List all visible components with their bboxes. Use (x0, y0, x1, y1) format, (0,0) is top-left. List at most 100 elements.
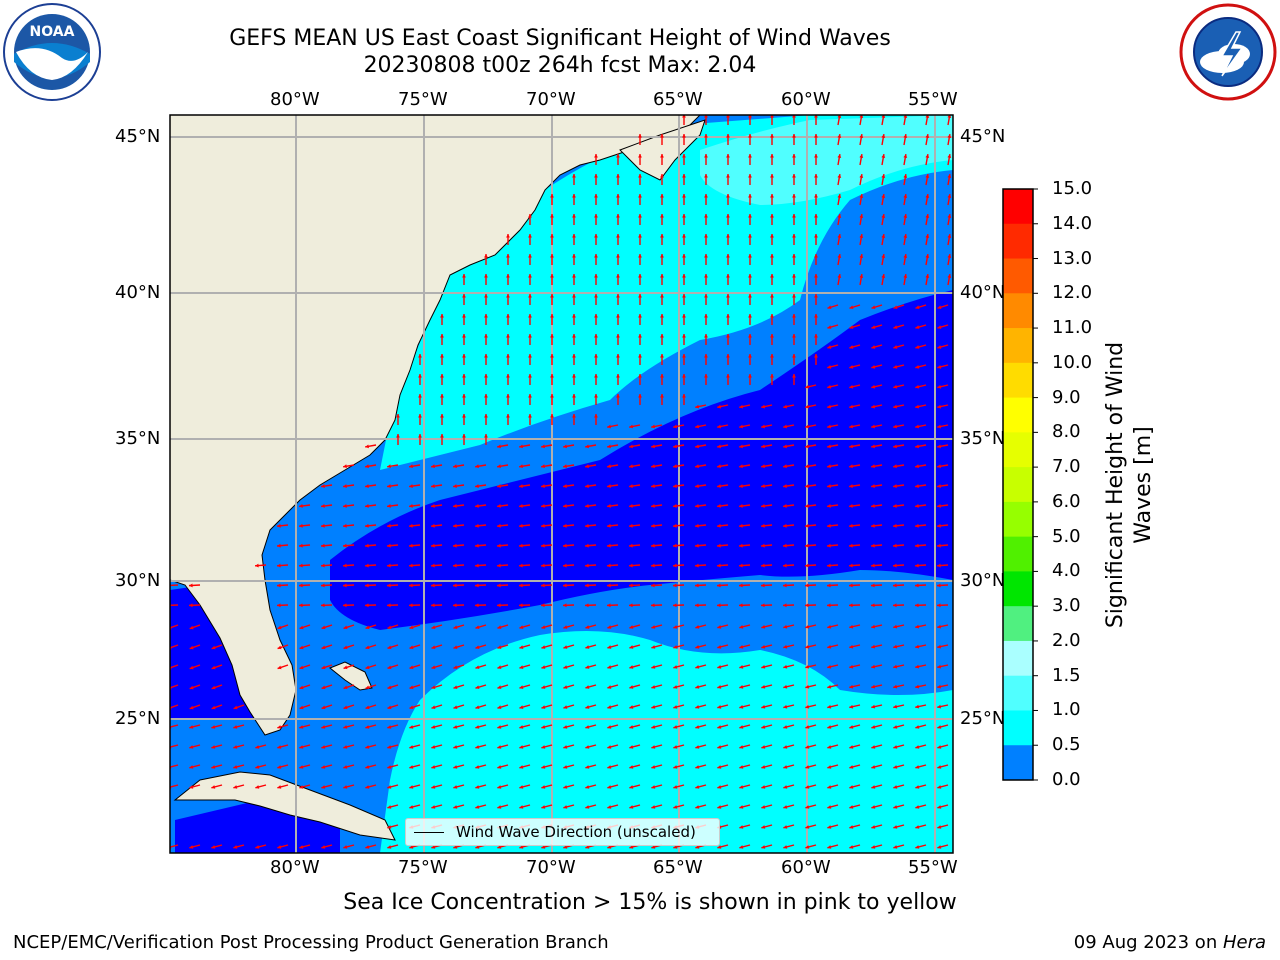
wind-arrow-head (431, 504, 435, 508)
wind-arrow-head (871, 305, 876, 310)
wind-arrow-head (871, 765, 876, 769)
colorbar (1003, 188, 1038, 781)
wind-arrow-head (484, 334, 488, 338)
wind-arrow-head (827, 325, 832, 329)
wind-arrow-head (783, 543, 787, 548)
wind-arrow-head (594, 154, 598, 158)
wind-arrow-head (739, 664, 744, 669)
wind-arrow-head (859, 194, 864, 198)
wind-arrow-head (607, 543, 611, 548)
wind-arrow-head (431, 685, 436, 690)
wind-arrow-head (638, 334, 642, 338)
colorbar-band (1003, 293, 1033, 329)
wind-arrow-head (585, 504, 589, 508)
wind-arrow-head (761, 543, 765, 548)
colorbar-label: 7.0 (1052, 456, 1081, 478)
wind-arrow-head (673, 523, 677, 528)
wind-arrow-head (871, 785, 876, 789)
wind-arrow-head (585, 745, 590, 749)
wind-arrow-head (211, 645, 216, 650)
wind-arrow-head (660, 254, 664, 258)
lat-tick-right: 35°N (960, 428, 1006, 449)
wind-arrow-head (475, 705, 480, 710)
wind-arrow-head (770, 214, 774, 218)
wind-arrow-head (792, 274, 796, 278)
wind-arrow-head (770, 294, 774, 298)
wind-arrow-head (704, 314, 708, 318)
wind-arrow-head (651, 625, 656, 629)
wind-arrow-head (761, 725, 766, 729)
wind-arrow-head (761, 825, 766, 829)
wind-arrow-head (805, 504, 809, 508)
wind-arrow-head (717, 705, 722, 709)
wind-arrow-head (695, 424, 700, 429)
wind-arrow-head (541, 785, 546, 789)
wind-arrow-head (321, 484, 325, 488)
wind-arrow-head (695, 603, 699, 608)
wind-arrow-head (541, 583, 545, 588)
wind-arrow-head (453, 583, 457, 588)
wind-arrow-head (937, 484, 941, 488)
wind-arrow-head (550, 374, 554, 378)
wind-arrow-head (849, 543, 853, 548)
wind-arrow-head (726, 294, 730, 298)
wind-arrow-head (572, 234, 576, 238)
wind-arrow-head (418, 414, 422, 418)
wind-arrow-head (541, 523, 545, 528)
wind-arrow-head (915, 845, 920, 849)
wind-arrow-head (409, 583, 413, 588)
wind-arrow-head (277, 645, 282, 650)
wind-arrow-head (893, 825, 898, 829)
colorbar-label: 1.5 (1052, 664, 1081, 686)
wind-arrow-head (761, 444, 765, 449)
wind-arrow-head (947, 174, 952, 178)
wind-arrow-head (365, 543, 369, 548)
wind-arrow-head (321, 563, 325, 568)
wind-arrow-head (893, 543, 897, 548)
wind-arrow-head (682, 294, 686, 298)
wind-arrow-head (893, 725, 898, 729)
wind-arrow-head (849, 345, 854, 349)
wind-arrow-head (475, 665, 480, 670)
wind-arrow-head (409, 484, 413, 488)
wind-arrow-head (550, 274, 554, 278)
wind-arrow-head (871, 364, 876, 369)
wind-arrow-head (814, 234, 818, 238)
wind-arrow-head (827, 384, 832, 389)
wind-arrow-head (572, 374, 576, 378)
wind-arrow-head (849, 785, 854, 789)
wind-arrow-head (475, 464, 479, 469)
wind-arrow-head (572, 394, 576, 398)
wind-arrow-head (770, 174, 774, 178)
wind-arrow-head (937, 523, 941, 528)
wind-arrow-head (431, 665, 436, 670)
wind-arrow-head (299, 785, 304, 789)
wind-arrow-head (585, 705, 590, 709)
wind-arrow-head (937, 444, 941, 449)
wind-arrow-head (915, 704, 920, 709)
wind-arrow-head (717, 444, 721, 449)
wind-arrow-head (859, 254, 864, 258)
wind-arrow-head (594, 194, 598, 198)
wind-arrow-head (431, 785, 436, 789)
wind-arrow-head (915, 664, 920, 669)
wind-arrow (170, 724, 179, 728)
wind-arrow-head (849, 664, 854, 669)
wind-arrow-head (739, 745, 744, 749)
wind-arrow-head (849, 845, 854, 849)
wind-arrow-head (903, 214, 908, 218)
wind-arrow-head (937, 583, 941, 588)
wind-arrow-head (585, 523, 589, 528)
wind-arrow-head (651, 805, 656, 809)
wind-arrow-head (937, 424, 942, 429)
wind-arrow-head (519, 444, 523, 449)
wind-arrow-head (321, 543, 325, 548)
wind-arrow-head (497, 725, 502, 729)
wind-arrow-head (761, 603, 765, 608)
wind-arrow-head (682, 234, 686, 238)
wind-arrow-head (783, 825, 788, 829)
wind-arrow-head (651, 444, 655, 449)
wind-arrow-head (396, 414, 400, 418)
wind-arrow-head (805, 523, 809, 528)
wind-arrow-head (519, 543, 523, 548)
